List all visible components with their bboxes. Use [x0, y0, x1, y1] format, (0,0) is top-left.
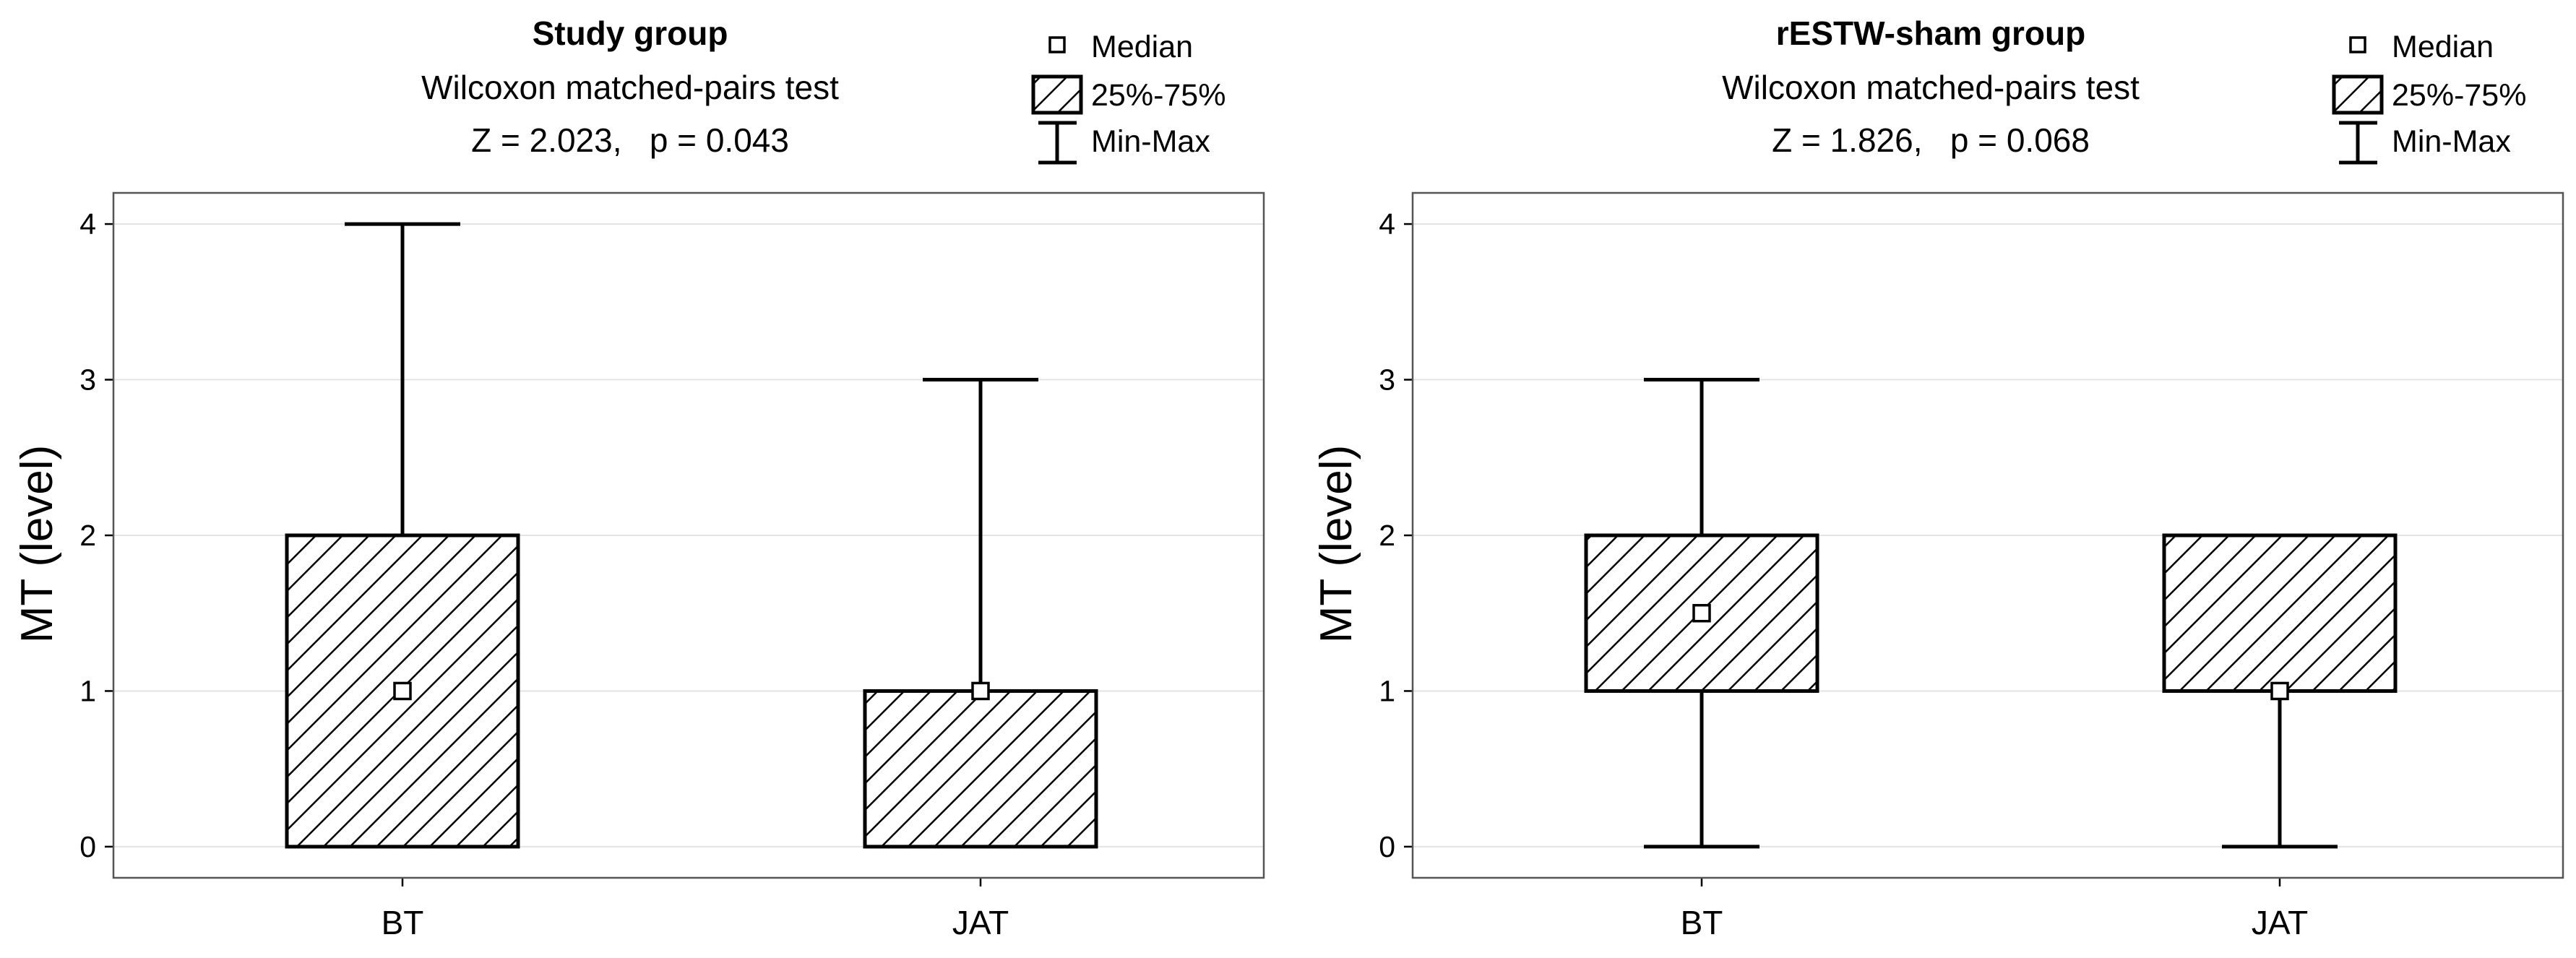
iqr-box: [863, 689, 1098, 849]
x-category-label: BT: [382, 904, 424, 941]
legend-iqr-label: 25%-75%: [1091, 78, 1225, 113]
y-tick-label: 4: [1379, 207, 1395, 241]
panel-restw-sham-group: rESTW-sham group Wilcoxon matched-pairs …: [1311, 14, 2564, 941]
y-tick-label: 3: [1379, 363, 1395, 397]
median-marker: [393, 681, 412, 701]
boxes: [285, 222, 1098, 849]
legend-median-label: Median: [2392, 30, 2494, 64]
legend-range-label: Min-Max: [1091, 124, 1210, 159]
legend-median-label: Median: [1091, 30, 1193, 64]
boxes: [1584, 378, 2398, 849]
y-tick-label: 2: [1379, 519, 1395, 552]
legend-range-whisker: [1038, 121, 1077, 165]
panel-study-group: Study group Wilcoxon matched-pairs test …: [12, 14, 1265, 941]
y-axis: 0 1 2 3 4: [1379, 207, 1413, 863]
legend: Median 25%-75% Min-Max: [1031, 30, 1225, 165]
y-tick-label: 2: [79, 519, 96, 552]
chart-subtitle: Wilcoxon matched-pairs test: [421, 69, 839, 106]
box-bt: [285, 222, 520, 849]
x-category-label: JAT: [952, 904, 1009, 941]
chart-title: Study group: [533, 14, 728, 52]
chart-statistic: Z = 2.023, p = 0.043: [471, 121, 789, 159]
x-category-label: JAT: [2252, 904, 2308, 941]
legend: Median 25%-75% Min-Max: [2332, 30, 2526, 165]
box-jat: [2162, 533, 2398, 849]
legend-median-marker: [1048, 36, 1066, 53]
box-jat: [863, 378, 1098, 849]
x-category-label: BT: [1681, 904, 1723, 941]
y-tick-label: 0: [79, 830, 96, 863]
y-tick-label: 3: [79, 363, 96, 397]
y-tick-label: 0: [1379, 830, 1395, 863]
legend-iqr-swatch: [1031, 74, 1083, 115]
x-axis: BT JAT: [1681, 878, 2308, 941]
y-tick-label: 1: [1379, 674, 1395, 707]
x-axis: BT JAT: [382, 878, 1009, 941]
box-bt: [1584, 378, 1819, 849]
y-axis-label: MT (level): [1311, 445, 1361, 643]
median-marker: [971, 681, 990, 701]
legend-range-whisker: [2339, 121, 2377, 165]
chart-statistic: Z = 1.826, p = 0.068: [1772, 121, 2090, 159]
plot-frame: [112, 191, 1265, 879]
y-axis: 0 1 2 3 4: [79, 207, 113, 863]
chart-subtitle: Wilcoxon matched-pairs test: [1722, 69, 2140, 106]
y-tick-label: 4: [79, 207, 96, 241]
legend-median-marker: [2349, 36, 2366, 53]
chart-title: rESTW-sham group: [1776, 14, 2085, 52]
legend-iqr-swatch: [2332, 74, 2384, 115]
legend-range-label: Min-Max: [2392, 124, 2511, 159]
y-axis-label: MT (level): [12, 445, 62, 643]
median-marker: [2270, 681, 2289, 701]
iqr-box: [2162, 533, 2398, 693]
y-tick-label: 1: [79, 674, 96, 707]
legend-iqr-label: 25%-75%: [2392, 78, 2526, 113]
median-marker: [1692, 603, 1711, 623]
plot-frame: [1411, 191, 2564, 879]
